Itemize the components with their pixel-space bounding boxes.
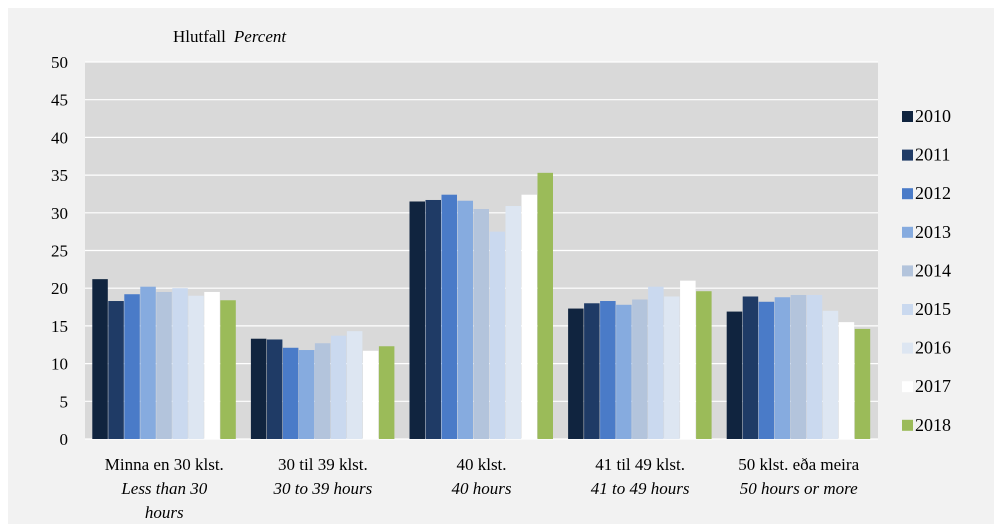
- legend-swatch: [902, 265, 913, 277]
- y-tick-label: 35: [51, 166, 68, 185]
- bar-2011: [108, 301, 124, 439]
- y-tick-label: 20: [51, 279, 68, 298]
- bar-2015: [648, 286, 664, 439]
- bar-2013: [298, 350, 315, 439]
- x-category-label-en: 30 to 39 hours: [273, 479, 373, 498]
- bar-2012: [124, 294, 140, 439]
- legend-swatch: [902, 342, 913, 354]
- bar-2017: [521, 194, 537, 439]
- bar-2011: [266, 339, 283, 439]
- y-tick-label: 50: [51, 53, 68, 72]
- y-tick-label: 45: [51, 91, 68, 110]
- bar-2014: [473, 209, 489, 439]
- bar-2012: [600, 301, 616, 439]
- bar-2017: [204, 291, 220, 439]
- bar-2010: [92, 279, 108, 439]
- bar-2010: [568, 308, 584, 439]
- bar-2014: [790, 294, 807, 439]
- bar-2011: [425, 199, 441, 439]
- legend-swatch: [902, 304, 913, 315]
- bar-2015: [806, 294, 823, 439]
- y-tick-label: 5: [60, 392, 69, 411]
- bar-2016: [822, 310, 839, 439]
- bar-2011: [742, 296, 759, 439]
- legend-label: 2014: [915, 260, 951, 280]
- bar-2015: [172, 288, 188, 439]
- legend-label: 2015: [915, 299, 951, 319]
- y-axis-title-is: Hlutfall: [173, 27, 226, 46]
- legend-label: 2016: [915, 338, 951, 358]
- bar-2017: [680, 280, 696, 439]
- legend-label: 2017: [915, 376, 951, 396]
- x-category-label-en: 50 hours or more: [740, 479, 858, 498]
- bar-2018: [854, 328, 871, 439]
- bar-2010: [250, 338, 267, 439]
- bar-2012: [282, 347, 299, 439]
- bar-2016: [346, 331, 363, 439]
- legend: 2010 2011 2012 2013 2014 2015 2016 2017 2018: [902, 106, 951, 435]
- x-category-label: Minna en 30 klst.: [105, 455, 224, 474]
- y-axis-title-en: Percent: [233, 27, 288, 46]
- bar-2018: [537, 172, 553, 439]
- legend-swatch: [902, 226, 913, 238]
- legend-label: 2013: [915, 222, 951, 242]
- bar-2015: [330, 335, 347, 439]
- x-category-label-en: 41 to 49 hours: [591, 479, 690, 498]
- bar-2013: [774, 297, 791, 439]
- x-category-label-en: hours: [145, 503, 184, 522]
- bar-2017: [362, 350, 379, 439]
- legend-swatch: [902, 111, 913, 122]
- bar-2013: [616, 304, 632, 439]
- legend-swatch: [902, 188, 913, 200]
- x-category-label: 40 klst.: [456, 455, 506, 474]
- bar-2017: [838, 322, 855, 439]
- bar-2016: [505, 206, 521, 439]
- bar-2014: [156, 291, 172, 439]
- legend-swatch: [902, 149, 913, 161]
- x-category-label: 30 til 39 klst.: [278, 455, 368, 474]
- x-category-label-en: 40 hours: [452, 479, 512, 498]
- bar-2010: [726, 311, 743, 439]
- bar-2018: [378, 346, 395, 439]
- bar-2018: [696, 291, 712, 439]
- bar-2013: [140, 286, 156, 439]
- x-category-label-en: Less than 30: [120, 479, 207, 498]
- y-axis-ticks: 0 5 10 15 20 25 30 35 40 45 50: [51, 53, 68, 449]
- y-axis-title: Hlutfall Percent: [173, 27, 287, 46]
- legend-swatch: [902, 419, 913, 431]
- legend-label: 2012: [915, 183, 951, 203]
- bars: [92, 172, 871, 439]
- bar-2013: [457, 200, 473, 439]
- y-tick-label: 25: [51, 242, 68, 261]
- bar-2012: [441, 194, 457, 439]
- x-axis-labels: Minna en 30 klst. Less than 30 hours 30 til…: [105, 455, 860, 522]
- bar-2016: [188, 295, 204, 439]
- chart-frame: 0 5 10 15 20 25 30 35 40 45 50 Minna en 30 klst. Le…: [8, 8, 994, 524]
- y-tick-label: 0: [60, 430, 69, 449]
- bar-2018: [220, 300, 236, 439]
- y-tick-label: 10: [51, 355, 68, 374]
- bar-2016: [664, 296, 680, 439]
- y-tick-label: 30: [51, 204, 68, 223]
- bar-2010: [409, 201, 425, 439]
- bar-2014: [632, 299, 648, 439]
- bar-2014: [314, 343, 331, 439]
- bar-2012: [758, 301, 775, 439]
- legend-label: 2010: [915, 106, 951, 126]
- bar-chart: 0 5 10 15 20 25 30 35 40 45 50 Minna en 30 klst. Le…: [51, 27, 951, 522]
- legend-label: 2011: [915, 145, 950, 165]
- bar-2011: [584, 303, 600, 439]
- y-tick-label: 40: [51, 128, 68, 147]
- bar-2015: [489, 231, 505, 439]
- x-category-label: 41 til 49 klst.: [595, 455, 685, 474]
- x-category-label: 50 klst. eða meira: [738, 455, 859, 474]
- y-tick-label: 15: [51, 317, 68, 336]
- legend-label: 2018: [915, 415, 951, 435]
- legend-swatch: [902, 381, 913, 393]
